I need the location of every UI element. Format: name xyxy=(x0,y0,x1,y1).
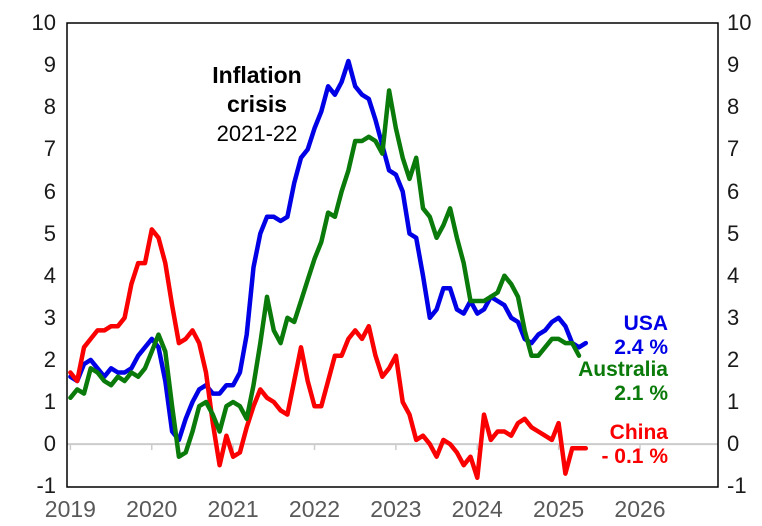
y-axis-label-right: 6 xyxy=(727,178,740,204)
annotation-line-2: crisis xyxy=(226,91,288,117)
series-line-china xyxy=(68,227,589,481)
y-axis-label-right: 10 xyxy=(727,10,752,36)
y-axis-label-left: 2 xyxy=(43,346,56,372)
y-axis-label-left: 4 xyxy=(43,262,56,288)
annotation-inflation-crisis: Inflation crisis 2021-22 xyxy=(157,61,357,148)
x-axis-label: 2025 xyxy=(533,496,585,522)
annotation-line-3: 2021-22 xyxy=(216,121,298,146)
series-label-china: China xyxy=(609,421,668,444)
x-axis-label: 2023 xyxy=(370,496,422,522)
y-axis-label-right: 0 xyxy=(727,431,740,457)
y-axis-label-left: 9 xyxy=(43,52,56,78)
x-axis-label: 2020 xyxy=(126,496,178,522)
x-axis-label: 2026 xyxy=(614,496,666,522)
y-axis-label-right: 4 xyxy=(727,262,740,288)
y-axis-label-left: 10 xyxy=(31,10,56,36)
series-value-usa: 2.4 % xyxy=(614,336,668,359)
y-axis-label-right: 9 xyxy=(727,52,740,78)
y-axis-label-left: 3 xyxy=(43,304,56,330)
y-axis-label-left: 8 xyxy=(43,94,56,120)
y-axis-label-left: 1 xyxy=(43,389,56,414)
y-axis-label-right: -1 xyxy=(727,473,747,499)
series-label-usa: USA xyxy=(623,312,668,335)
x-axis-label: 2024 xyxy=(451,496,503,522)
y-axis-label-left: 5 xyxy=(43,220,56,246)
y-axis-label-left: 0 xyxy=(43,431,56,457)
annotation-line-1: Inflation xyxy=(212,62,302,88)
y-axis-label-right: 3 xyxy=(727,304,740,330)
x-axis-label: 2021 xyxy=(207,496,259,522)
series-value-china: - 0.1 % xyxy=(601,445,668,468)
x-axis-label: 2019 xyxy=(44,496,96,522)
y-axis-label-right: 8 xyxy=(727,94,740,120)
plot-border xyxy=(66,22,719,488)
y-axis-label-left: 7 xyxy=(43,136,56,162)
y-axis-label-left: -1 xyxy=(36,473,56,499)
y-axis-label-left: 6 xyxy=(43,178,56,204)
series-line-australia xyxy=(68,88,582,459)
y-axis-label-right: 1 xyxy=(727,389,740,414)
y-axis-label-right: 2 xyxy=(727,346,740,372)
y-axis-label-right: 7 xyxy=(727,136,740,162)
y-axis-label-right: 5 xyxy=(727,220,740,246)
series-value-australia: 2.1 % xyxy=(614,382,668,405)
x-axis-label: 2022 xyxy=(288,496,341,522)
series-label-australia: Australia xyxy=(578,358,668,381)
